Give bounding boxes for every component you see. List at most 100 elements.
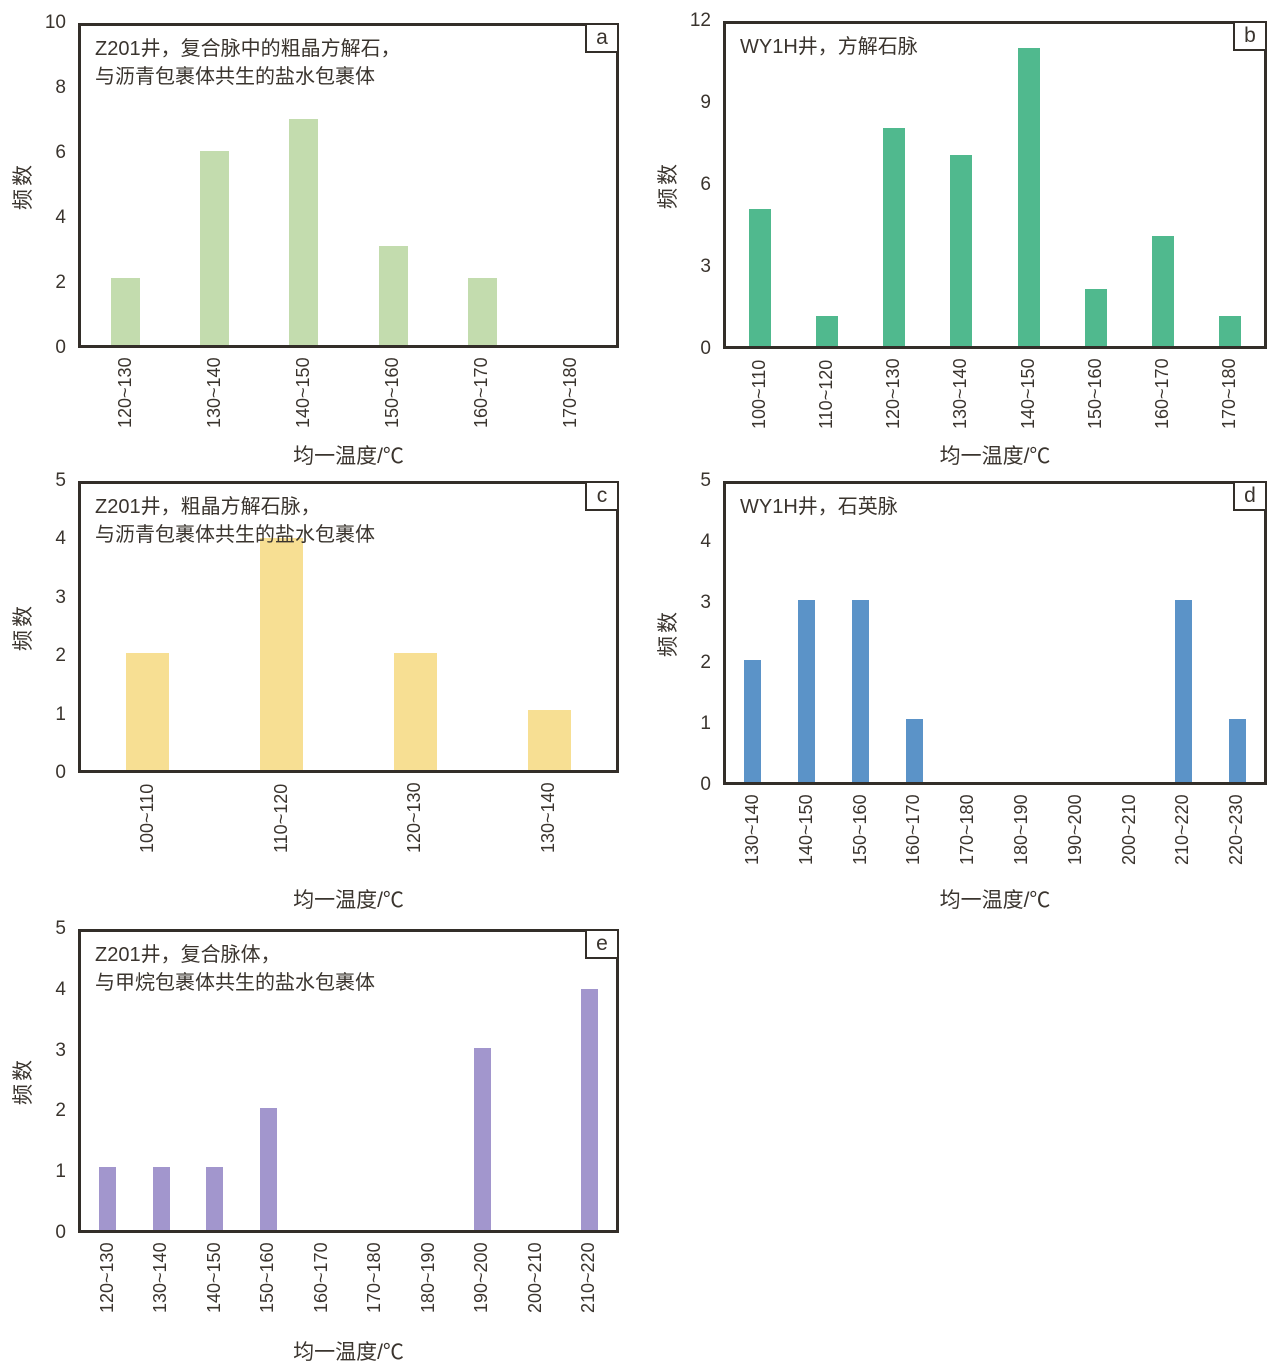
plot-frame: Z201井，复合脉中的粗晶方解石， 与沥青包裹体共生的盐水包裹体 a	[78, 23, 619, 348]
bar-160~170	[1152, 235, 1174, 346]
bars-container	[81, 932, 616, 1230]
bars-container	[81, 484, 616, 770]
bar-140~150	[1018, 47, 1040, 346]
bar-130~140	[950, 155, 972, 346]
plot-frame: Z201井，粗晶方解石脉， 与沥青包裹体共生的盐水包裹体 c	[78, 481, 619, 773]
x-axis-title: 均一温度/℃	[939, 445, 1051, 468]
bars-container	[81, 26, 616, 345]
plot-frame: WY1H井，石英脉 d	[723, 481, 1267, 785]
x-tick-label: 210~220	[578, 1242, 598, 1313]
y-tick-label: 6	[55, 142, 66, 163]
panel-letter-badge: a	[585, 23, 619, 53]
y-tick-label: 2	[700, 652, 711, 674]
y-tick-label: 2	[55, 645, 66, 667]
bar-160~170	[906, 719, 923, 782]
x-axis-title: 均一温度/℃	[939, 889, 1051, 912]
y-tick-label: 0	[700, 338, 711, 359]
x-tick-label: 180~190	[418, 1242, 438, 1313]
y-tick-label: 5	[55, 470, 66, 491]
plot-title-line1: WY1H井，方解石脉	[740, 36, 918, 58]
x-tick-label: 120~130	[97, 1242, 117, 1313]
bar-140~150	[289, 118, 318, 345]
bars-container	[726, 484, 1264, 782]
bar-130~140	[153, 1167, 170, 1230]
bar-100~110	[749, 208, 771, 346]
bar-190~200	[474, 1048, 491, 1230]
x-tick-label: 170~180	[364, 1242, 384, 1313]
bar-150~160	[260, 1107, 277, 1230]
plot-title-line1: Z201井，复合脉体，	[95, 944, 281, 966]
plot-frame: Z201井，复合脉体， 与甲烷包裹体共生的盐水包裹体 e	[78, 929, 619, 1233]
x-tick-label: 140~150	[204, 1242, 224, 1313]
y-tick-label: 3	[55, 1039, 66, 1061]
bar-210~220	[1175, 600, 1192, 782]
y-tick-label: 0	[55, 762, 66, 783]
plot-title: WY1H井，方解石脉	[740, 33, 918, 61]
y-tick-label: 3	[700, 591, 711, 613]
plot-title-line2: 与沥青包裹体共生的盐水包裹体	[95, 524, 375, 546]
bar-110~120	[260, 538, 303, 770]
bar-120~130	[99, 1167, 116, 1230]
plot-title: Z201井，复合脉中的粗晶方解石， 与沥青包裹体共生的盐水包裹体	[95, 35, 401, 91]
y-tick-label: 4	[700, 530, 711, 552]
x-axis-title: 均一温度/℃	[293, 445, 404, 468]
y-tick-label: 9	[700, 92, 711, 113]
y-tick-label: 10	[44, 12, 66, 33]
bar-100~110	[126, 652, 169, 770]
x-tick-label: 160~170	[311, 1242, 331, 1313]
panel-letter-badge: b	[1233, 21, 1267, 51]
y-tick-label: 3	[700, 256, 711, 277]
plot-title-line2: 与甲烷包裹体共生的盐水包裹体	[95, 972, 375, 994]
plot-title-line1: Z201井，粗晶方解石脉，	[95, 496, 321, 518]
x-tick-label: 150~160	[257, 1242, 277, 1313]
y-tick-label: 5	[55, 918, 66, 939]
y-tick-label: 0	[55, 337, 66, 358]
plot-title: Z201井，粗晶方解石脉， 与沥青包裹体共生的盐水包裹体	[95, 493, 375, 549]
y-tick-label: 0	[700, 774, 711, 795]
bar-120~130	[394, 652, 437, 770]
panel-letter-badge: d	[1233, 481, 1267, 511]
y-tick-label: 1	[55, 703, 66, 725]
y-tick-label: 12	[689, 10, 711, 31]
y-tick-label: 1	[55, 1161, 66, 1183]
bar-130~140	[528, 709, 571, 770]
y-tick-label: 1	[700, 713, 711, 735]
bar-120~130	[883, 128, 905, 346]
bar-160~170	[468, 278, 497, 345]
y-tick-label: 5	[700, 470, 711, 491]
plot-title: WY1H井，石英脉	[740, 493, 898, 521]
bar-130~140	[200, 150, 229, 345]
x-axis-title: 均一温度/℃	[293, 1341, 404, 1364]
panel-letter-badge: e	[585, 929, 619, 959]
plot-frame: WY1H井，方解石脉 b	[723, 21, 1267, 349]
bar-210~220	[581, 988, 598, 1230]
bar-150~160	[1085, 289, 1107, 346]
x-tick-label: 130~140	[150, 1242, 170, 1313]
y-tick-label: 8	[55, 77, 66, 98]
y-tick-label: 4	[55, 978, 66, 1000]
y-tick-label: 2	[55, 1100, 66, 1122]
y-tick-label: 4	[55, 528, 66, 550]
bar-130~140	[744, 659, 761, 782]
plot-title-line1: WY1H井，石英脉	[740, 496, 898, 518]
plot-title: Z201井，复合脉体， 与甲烷包裹体共生的盐水包裹体	[95, 941, 375, 997]
x-tick-label: 190~200	[471, 1242, 491, 1313]
bar-140~150	[798, 600, 815, 782]
y-tick-label: 2	[55, 272, 66, 293]
bar-220~230	[1229, 719, 1246, 782]
y-tick-label: 4	[55, 207, 66, 228]
y-tick-label: 6	[700, 174, 711, 195]
bar-140~150	[206, 1167, 223, 1230]
plot-title-line1: Z201井，复合脉中的粗晶方解石，	[95, 38, 401, 60]
bars-container	[726, 24, 1264, 346]
bar-110~120	[816, 316, 838, 346]
bar-120~130	[111, 278, 140, 345]
y-axis-title: 频数	[12, 1057, 35, 1105]
bar-170~180	[1219, 316, 1241, 346]
